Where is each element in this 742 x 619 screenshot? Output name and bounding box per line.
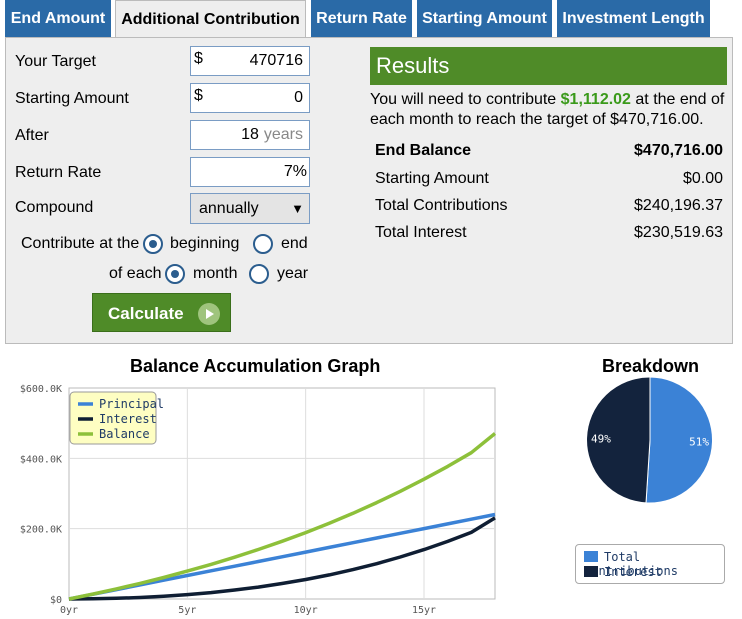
results-summary: You will need to contribute $1,112.02 at… (370, 90, 730, 130)
legend-swatch (584, 551, 598, 562)
rate-input[interactable]: 7% (190, 157, 310, 187)
y-tick-label: $0 (50, 595, 62, 606)
radio-end-label: end (281, 235, 308, 252)
result-row-starting-amount: Starting Amount $0.00 (375, 170, 723, 188)
pie-value-label: 51% (689, 436, 709, 449)
radio-year-label: year (277, 265, 309, 282)
x-tick-label: 15yr (412, 605, 436, 616)
legend-label-balance: Balance (99, 427, 150, 441)
play-icon (198, 303, 220, 325)
starting-input[interactable]: $ 0 (190, 83, 310, 113)
after-input[interactable]: 18 years (190, 120, 310, 150)
results-amount: $1,112.02 (560, 91, 631, 108)
result-value: $240,196.37 (634, 197, 723, 214)
plot-area (68, 387, 496, 600)
tab-investment-length[interactable]: Investment Length (557, 0, 710, 37)
x-tick-label: 0yr (60, 605, 78, 616)
pie-slice-interest (586, 376, 651, 504)
calculate-label: Calculate (108, 304, 184, 323)
target-label: Your Target (15, 53, 96, 70)
tab-additional-contribution[interactable]: Additional Contribution (115, 0, 306, 38)
result-value: $470,716.00 (634, 142, 723, 159)
y-tick-label: $600.0K (20, 384, 62, 395)
target-input[interactable]: $ 470716 (190, 46, 310, 76)
each-label: of each (109, 265, 162, 282)
calculate-button[interactable]: Calculate (92, 293, 231, 332)
x-tick-label: 5yr (178, 605, 196, 616)
after-value: 18 (241, 126, 259, 143)
radio-end[interactable] (253, 234, 273, 254)
y-tick-label: $400.0K (20, 454, 62, 465)
series-line-interest (68, 516, 496, 601)
result-value: $0.00 (682, 170, 723, 187)
result-label: End Balance (375, 142, 472, 159)
x-tick-label: 10yr (294, 605, 318, 616)
rate-value: 7% (283, 163, 307, 180)
radio-beginning-label: beginning (170, 235, 240, 252)
tab-bar: End Amount Additional Contribution Retur… (5, 0, 735, 38)
legend-label: Total Contributions (584, 550, 678, 578)
result-row-end-balance: End Balance $470,716.00 (375, 142, 723, 160)
legend-label-interest: Interest (99, 412, 157, 426)
pie-legend: Total Contributions Interest (575, 544, 725, 584)
result-value: $230,519.63 (634, 224, 723, 241)
result-label: Total Interest (375, 224, 467, 241)
series-line-balance (68, 432, 497, 601)
y-tick-label: $200.0K (20, 525, 62, 536)
calculator-panel: Your Target $ 470716 Starting Amount $ 0… (5, 37, 733, 344)
pie-title: Breakdown (602, 356, 700, 376)
after-unit: years (263, 126, 303, 143)
result-row-total-interest: Total Interest $230,519.63 (375, 224, 723, 242)
tab-end-amount[interactable]: End Amount (5, 0, 111, 37)
starting-currency: $ (194, 87, 203, 104)
radio-month[interactable] (165, 264, 185, 284)
pie-value-label: 49% (591, 433, 611, 446)
rate-label: Return Rate (15, 164, 102, 181)
result-label: Starting Amount (375, 170, 489, 187)
results-text-after: at the end of each month to reach the ta… (370, 91, 725, 128)
radio-year[interactable] (249, 264, 269, 284)
results-title: Results (370, 47, 727, 85)
target-value: 470716 (249, 52, 303, 69)
legend-item-interest: Interest (584, 565, 662, 579)
after-label: After (15, 127, 49, 144)
pie-slice-contributions (645, 376, 714, 504)
chart-title: Balance Accumulation Graph (130, 356, 381, 376)
legend-label-principal: Principal (99, 397, 164, 411)
radio-beginning[interactable] (143, 234, 163, 254)
chart-legend (69, 391, 157, 445)
starting-label: Starting Amount (15, 90, 129, 107)
compound-select[interactable]: annually ▼ (190, 193, 310, 224)
radio-month-label: month (193, 265, 238, 282)
legend-item-contributions: Total Contributions (584, 550, 724, 578)
result-row-total-contributions: Total Contributions $240,196.37 (375, 197, 723, 215)
tab-starting-amount[interactable]: Starting Amount (417, 0, 552, 37)
result-label: Total Contributions (375, 197, 508, 214)
tab-return-rate[interactable]: Return Rate (311, 0, 412, 37)
compound-value: annually (199, 200, 259, 217)
chevron-down-icon: ▼ (291, 201, 304, 216)
compound-label: Compound (15, 199, 94, 216)
contribute-label: Contribute at the (21, 235, 140, 252)
results-text-before: You will need to contribute (370, 91, 561, 108)
legend-swatch (584, 566, 598, 577)
target-currency: $ (194, 50, 203, 67)
legend-label: Interest (604, 565, 662, 579)
series-line-principal (68, 512, 496, 601)
starting-value: 0 (294, 89, 303, 106)
